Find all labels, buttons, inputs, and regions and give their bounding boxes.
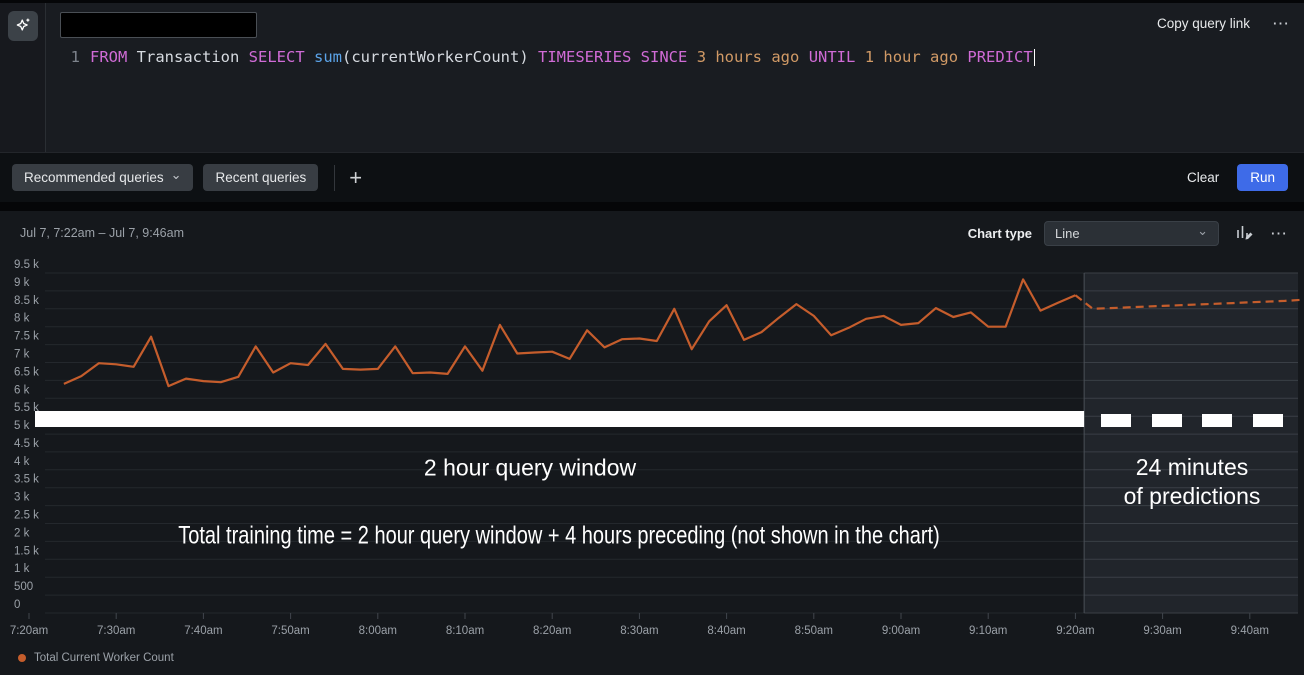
chart-edit-icon bbox=[1235, 222, 1254, 244]
line-number: 1 bbox=[70, 48, 80, 66]
svg-text:6 k: 6 k bbox=[14, 384, 30, 396]
toolbar-divider bbox=[334, 164, 336, 191]
svg-text:3.5 k: 3.5 k bbox=[14, 474, 39, 486]
svg-text:0: 0 bbox=[14, 599, 20, 611]
chevron-down-icon: ⌄ bbox=[1197, 222, 1208, 238]
chart-type-label: Chart type bbox=[967, 225, 1032, 241]
svg-text:7:20am: 7:20am bbox=[10, 625, 48, 637]
chart-panel: 9.5 k 9 k 8.5 k 8 k 7.5 k 7 k 6.5 k 6 k 5.5 k 5 k… bbox=[0, 211, 1304, 675]
svg-text:8:50am: 8:50am bbox=[795, 625, 833, 637]
recommended-queries-label: Recommended queries bbox=[24, 170, 164, 185]
nrql-query-text[interactable]: FROM Transaction SELECT sum(currentWorke… bbox=[90, 48, 1036, 66]
chart-type-dropdown[interactable]: Line ⌄ bbox=[1044, 220, 1219, 246]
recent-queries-label: Recent queries bbox=[215, 170, 307, 185]
redacted-account-box bbox=[60, 12, 257, 38]
svg-text:7:40am: 7:40am bbox=[184, 625, 222, 637]
svg-text:8:20am: 8:20am bbox=[533, 625, 571, 637]
chart-type-value: Line bbox=[1055, 225, 1080, 241]
svg-text:8:10am: 8:10am bbox=[446, 625, 484, 637]
svg-text:9 k: 9 k bbox=[14, 277, 30, 289]
legend-label: Total Current Worker Count bbox=[34, 652, 174, 664]
svg-text:9:00am: 9:00am bbox=[882, 625, 920, 637]
run-button[interactable]: Run bbox=[1237, 164, 1288, 191]
text-cursor bbox=[1033, 49, 1036, 66]
svg-text:7:30am: 7:30am bbox=[97, 625, 135, 637]
editor-left-rail bbox=[0, 3, 46, 152]
svg-text:9:30am: 9:30am bbox=[1143, 625, 1181, 637]
svg-text:7.5 k: 7.5 k bbox=[14, 331, 39, 343]
svg-text:6.5 k: 6.5 k bbox=[14, 366, 39, 378]
query-code-row[interactable]: 1 FROM Transaction SELECT sum(currentWor… bbox=[46, 48, 1304, 66]
svg-text:2 k: 2 k bbox=[14, 527, 30, 539]
svg-text:2.5 k: 2.5 k bbox=[14, 510, 39, 522]
svg-text:9:10am: 9:10am bbox=[969, 625, 1007, 637]
clear-button[interactable]: Clear bbox=[1186, 170, 1220, 185]
sparkle-icon bbox=[14, 16, 32, 37]
legend-dot-icon bbox=[18, 654, 26, 662]
svg-text:8:00am: 8:00am bbox=[359, 625, 397, 637]
editor-more-menu-button[interactable]: ⋯ bbox=[1272, 14, 1290, 33]
svg-text:5.5 k: 5.5 k bbox=[14, 402, 39, 414]
recent-queries-button[interactable]: Recent queries bbox=[203, 164, 319, 191]
chart-more-menu-button[interactable]: ⋯ bbox=[1270, 223, 1288, 243]
svg-text:4 k: 4 k bbox=[14, 456, 30, 468]
svg-text:9:20am: 9:20am bbox=[1056, 625, 1094, 637]
svg-text:4.5 k: 4.5 k bbox=[14, 438, 39, 450]
query-toolbar: Recommended queries ⌄ Recent queries + C… bbox=[0, 152, 1304, 202]
svg-text:7:50am: 7:50am bbox=[271, 625, 309, 637]
query-window-annotation: 2 hour query window bbox=[423, 454, 637, 481]
svg-text:500: 500 bbox=[14, 581, 33, 593]
svg-text:9:40am: 9:40am bbox=[1231, 625, 1269, 637]
svg-text:3 k: 3 k bbox=[14, 492, 30, 504]
add-query-button[interactable]: + bbox=[349, 164, 363, 190]
chart-legend[interactable]: Total Current Worker Count bbox=[18, 652, 174, 664]
svg-text:1.5 k: 1.5 k bbox=[14, 545, 39, 557]
copy-query-link-button[interactable]: Copy query link bbox=[1156, 16, 1250, 31]
edit-chart-button[interactable] bbox=[1235, 222, 1254, 244]
chart-header: Jul 7, 7:22am – Jul 7, 9:46am Chart type… bbox=[0, 211, 1304, 255]
svg-text:8:40am: 8:40am bbox=[707, 625, 745, 637]
svg-text:9.5 k: 9.5 k bbox=[14, 259, 39, 271]
prediction-annotation-line1: 24 minutes bbox=[1135, 454, 1249, 480]
svg-text:8.5 k: 8.5 k bbox=[14, 295, 39, 307]
prediction-annotation-line2: of predictions bbox=[1123, 483, 1261, 509]
svg-text:8 k: 8 k bbox=[14, 313, 30, 325]
time-range-label: Jul 7, 7:22am – Jul 7, 9:46am bbox=[20, 226, 184, 240]
training-time-annotation: Total training time = 2 hour query windo… bbox=[178, 521, 940, 550]
svg-text:7 k: 7 k bbox=[14, 348, 30, 360]
timeseries-chart[interactable]: 9.5 k 9 k 8.5 k 8 k 7.5 k 7 k 6.5 k 6 k 5.5 k 5 k… bbox=[0, 211, 1304, 675]
recommended-queries-button[interactable]: Recommended queries ⌄ bbox=[12, 164, 194, 191]
ai-assistant-button[interactable] bbox=[8, 11, 38, 41]
svg-text:8:30am: 8:30am bbox=[620, 625, 658, 637]
svg-text:1 k: 1 k bbox=[14, 563, 30, 575]
prediction-annotation: 24 minutes of predictions bbox=[1124, 453, 1261, 511]
query-editor-panel: Copy query link ⋯ 1 FROM Transaction SEL… bbox=[0, 3, 1304, 152]
svg-text:5 k: 5 k bbox=[14, 420, 30, 432]
chevron-down-icon: ⌄ bbox=[170, 167, 182, 183]
